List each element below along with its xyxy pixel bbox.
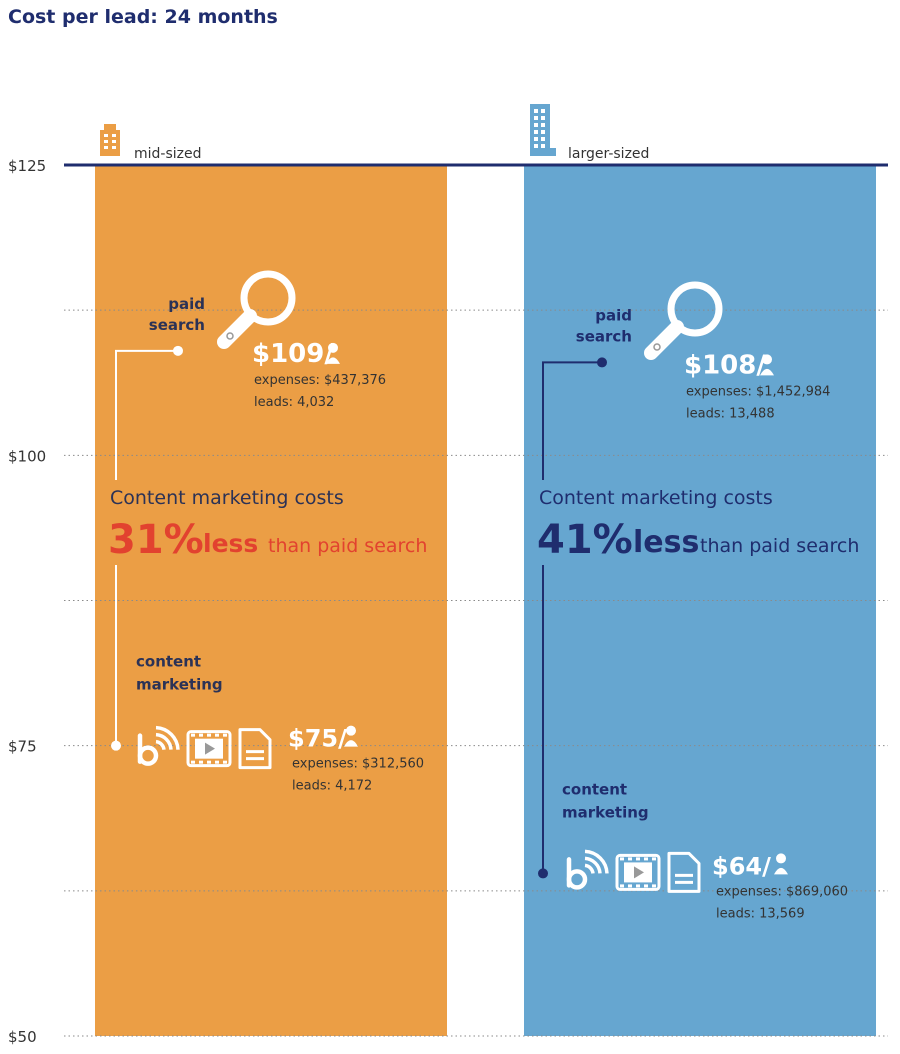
content-marketing-marker <box>111 740 121 751</box>
paid-search-leads: leads: 4,032 <box>254 395 334 410</box>
group-large: larger-sized paid search $108/expenses: $1,… <box>530 104 859 921</box>
bars-layer <box>95 165 876 1036</box>
content-marketing-expenses: expenses: $312,560 <box>292 757 424 772</box>
connector-line <box>115 349 178 480</box>
grid-layer: $125 $100 $75 $50 <box>8 157 888 1046</box>
annotations-layer: mid-sized paid search $109/expenses: $437,3… <box>100 104 859 921</box>
document-icon <box>667 851 701 893</box>
y-tick-label: $100 <box>8 447 46 465</box>
tall-building-icon <box>530 104 556 156</box>
content-marketing-marker <box>538 868 548 879</box>
paid-search-expenses: expenses: $437,376 <box>254 373 386 388</box>
less-text: less <box>203 529 258 558</box>
headline-text: Content marketing costs <box>110 487 344 509</box>
less-text: less <box>633 525 699 560</box>
group-label: larger-sized <box>568 146 649 162</box>
paid-search-expenses: expenses: $1,452,984 <box>686 384 830 399</box>
blog-rss-icon <box>566 849 609 890</box>
paid-search-value: $108/ <box>684 350 766 380</box>
paid-search-marker <box>597 357 607 368</box>
small-building-icon <box>100 124 120 156</box>
magnifier-icon <box>217 270 296 349</box>
paid-search-label: search <box>149 316 205 334</box>
paid-search-leads: leads: 13,488 <box>686 406 775 421</box>
person-icon <box>344 725 358 747</box>
headline-text: Content marketing costs <box>539 487 773 509</box>
content-marketing-value: $75/ <box>288 725 347 753</box>
connector-line <box>542 361 602 480</box>
paid-search-label: paid <box>168 295 205 313</box>
percent-value: 41% <box>537 517 633 563</box>
than-text: than paid search <box>700 535 859 557</box>
chart-title: Cost per lead: 24 months <box>8 6 278 28</box>
paid-search-marker <box>173 345 183 356</box>
paid-search-label: paid <box>595 306 632 324</box>
video-icon <box>186 730 232 768</box>
content-marketing-leads: leads: 4,172 <box>292 779 372 794</box>
video-icon <box>615 853 661 891</box>
group-label: mid-sized <box>134 146 202 162</box>
percent-value: 31% <box>108 517 204 563</box>
blog-rss-icon <box>137 725 180 766</box>
content-marketing-label: marketing <box>136 676 223 694</box>
paid-search-value: $109/ <box>252 339 334 369</box>
person-icon <box>760 354 774 376</box>
content-marketing-value: $64/ <box>712 852 771 880</box>
paid-search-label: search <box>576 327 632 345</box>
content-marketing-expenses: expenses: $869,060 <box>716 884 848 899</box>
magnifier-icon <box>644 281 723 360</box>
group-mid: mid-sized paid search $109/expenses: $437,3… <box>100 124 427 794</box>
y-tick-label: $75 <box>8 738 37 756</box>
content-marketing-label: marketing <box>562 803 649 821</box>
document-icon <box>238 728 272 770</box>
content-marketing-label: content <box>136 653 201 671</box>
content-marketing-leads: leads: 13,569 <box>716 906 805 921</box>
y-tick-label: $125 <box>8 157 46 175</box>
content-marketing-label: content <box>562 780 627 798</box>
person-icon <box>326 342 340 364</box>
than-text: than paid search <box>268 535 427 557</box>
y-tick-label: $50 <box>8 1028 37 1046</box>
person-icon <box>774 853 788 875</box>
